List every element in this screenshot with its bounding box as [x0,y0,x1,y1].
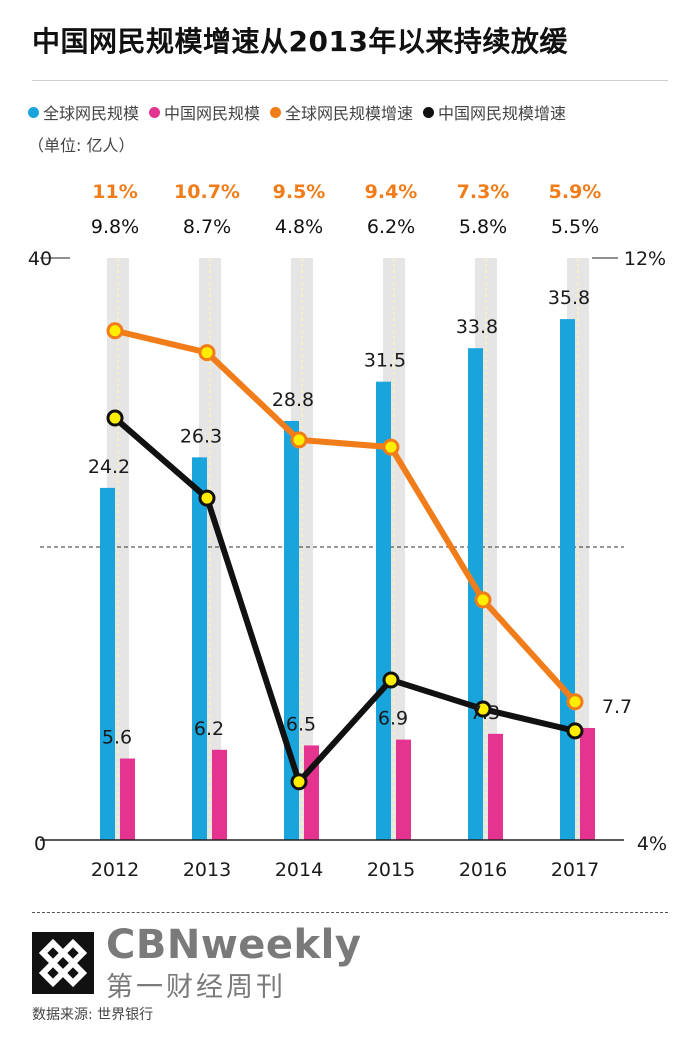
legend-dot-china-growth [423,106,435,118]
label-global-2016: 33.8 [456,316,498,338]
growth-china-2012: 9.8% [91,216,139,238]
footer-divider [32,912,668,913]
label-china-2013: 6.2 [194,718,224,740]
point-china-growth-2012 [106,409,124,427]
brand-name-en: CBNweekly [106,922,362,968]
line-china-growth [112,415,578,785]
legend-item-global-growth: 全球网民规模增速 [270,100,413,124]
label-china-2014: 6.5 [286,713,316,735]
unit-label: （单位: 亿人） [28,136,135,155]
point-global-growth-2015 [382,438,400,456]
legend-item-china-growth: 中国网民规模增速 [423,100,566,124]
growth-china-2016: 5.8% [459,216,507,238]
bar-china-2015 [396,739,411,840]
brand-name-cn: 第一财经周刊 [106,972,286,1003]
growth-global-2015: 9.4% [365,181,418,203]
brand-logo-icon [38,938,88,988]
growth-global-2017: 5.9% [549,181,602,203]
right-axis-top: 12% [624,248,666,270]
growth-china-2014: 4.8% [275,216,323,238]
legend: 全球网民规模 中国网民规模 全球网民规模增速 中国网民规模增速 [28,100,566,124]
bar-china-2017 [580,727,595,840]
x-label-2017: 2017 [551,859,599,881]
legend-label-china-growth: 中国网民规模增速 [438,104,567,123]
point-china-growth-2013 [198,489,216,507]
chart-area: 24.2 5.6 26.3 6.2 28.8 6.5 31.5 6.9 33.8 7.3 35.8 7… [28,181,667,881]
legend-dot-global-size [28,106,39,118]
point-global-growth-2017 [566,693,584,711]
growth-china-2013: 8.7% [183,216,231,238]
title-divider [32,80,668,81]
left-axis-top: 40 [28,248,52,270]
point-global-growth-2014 [290,431,308,449]
label-china-2017: 7.7 [602,696,632,718]
bar-global-2013 [192,457,207,840]
x-label-2015: 2015 [367,859,415,881]
legend-label-global-size: 全球网民规模 [43,104,140,123]
point-china-growth-2014 [290,773,308,791]
legend-dot-global-growth [270,106,282,118]
x-label-2013: 2013 [183,859,231,881]
legend-item-china-size: 中国网民规模 [149,100,260,124]
x-label-2016: 2016 [459,859,507,881]
bar-china-2012 [120,758,135,840]
bar-china-2013 [212,749,227,840]
label-global-2013: 26.3 [180,425,222,447]
point-china-growth-2017 [566,722,584,740]
right-axis-bottom: 4% [637,833,667,855]
growth-china-2015: 6.2% [367,216,415,238]
bar-global-2017 [560,319,575,840]
label-global-2017: 35.8 [548,287,590,309]
label-global-2015: 31.5 [364,350,406,372]
legend-label-global-growth: 全球网民规模增速 [285,104,414,123]
left-axis-bottom: 0 [34,833,46,855]
label-china-2016: 7.3 [470,702,500,724]
growth-global-2014: 9.5% [273,181,326,203]
legend-dot-china-size [149,106,161,118]
bar-global-2015 [376,381,391,840]
chart-title: 中国网民规模增速从2013年以来持续放缓 [32,25,568,58]
bar-china-2016 [488,733,503,840]
point-china-growth-2015 [382,671,400,689]
legend-item-global-size: 全球网民规模 [28,100,139,124]
point-global-growth-2013 [198,344,216,362]
point-china-growth-2016 [474,700,492,718]
x-label-2014: 2014 [275,859,323,881]
bar-global-2014 [284,420,299,840]
label-china-2015: 6.9 [378,708,408,730]
growth-global-2012: 11% [92,181,137,203]
legend-label-china-size: 中国网民规模 [164,104,261,123]
line-global-growth [112,327,578,705]
point-global-growth-2016 [474,591,492,609]
point-global-growth-2012 [106,322,124,340]
data-source: 数据来源: 世界银行 [32,1007,154,1023]
brand-logo [32,932,94,994]
bar-global-2016 [468,348,483,840]
growth-china-2017: 5.5% [551,216,599,238]
label-china-2012: 5.6 [102,727,132,749]
bar-global-2012 [100,487,115,840]
growth-global-2013: 10.7% [174,181,240,203]
label-global-2012: 24.2 [88,456,130,478]
growth-global-2016: 7.3% [457,181,510,203]
x-label-2012: 2012 [91,859,139,881]
label-global-2014: 28.8 [272,389,314,411]
